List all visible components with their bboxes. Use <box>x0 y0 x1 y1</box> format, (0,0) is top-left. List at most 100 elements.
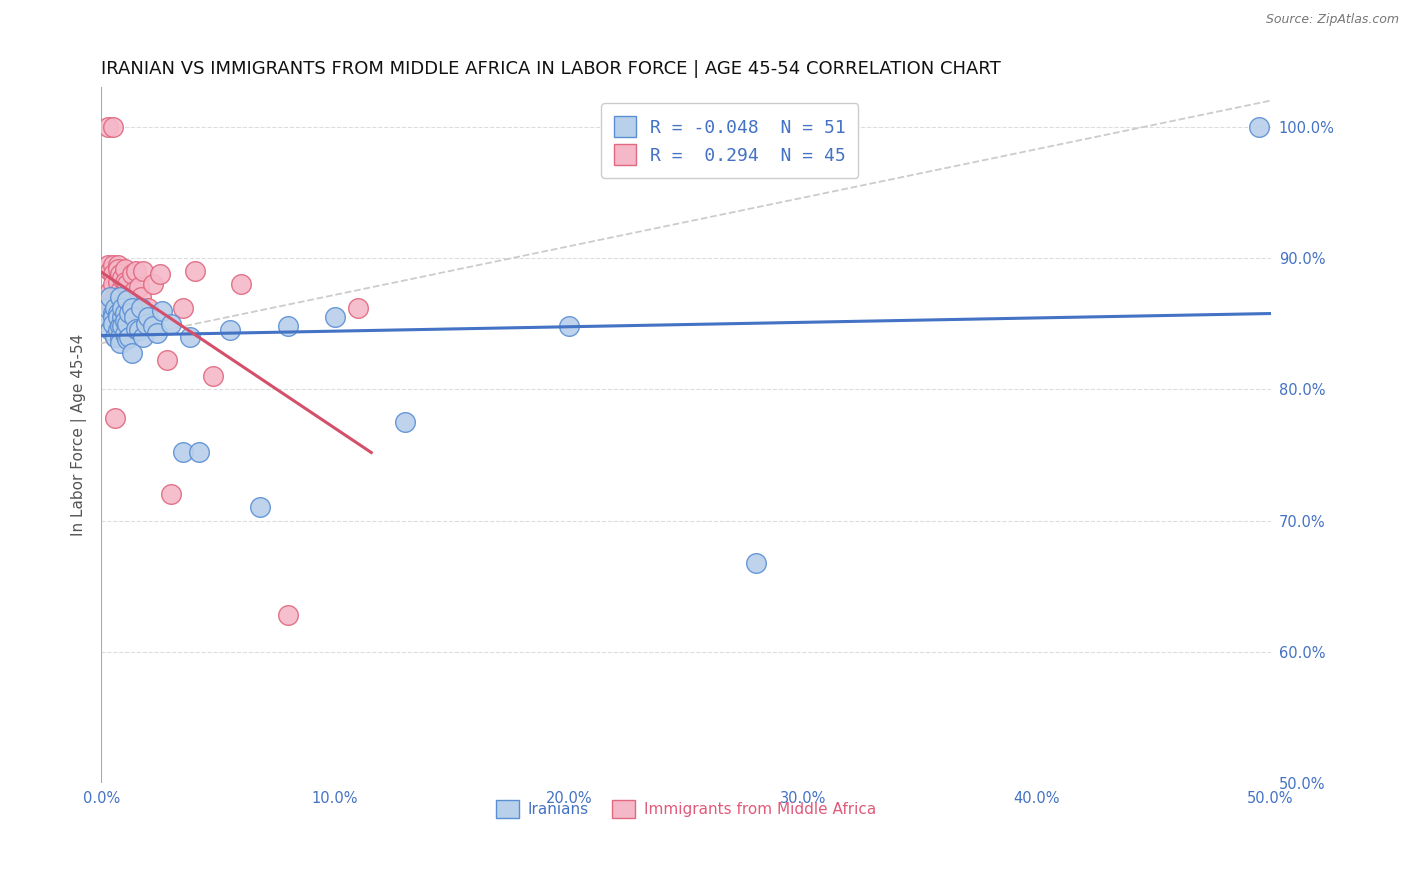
Point <box>1247 120 1270 134</box>
Point <box>111 301 134 315</box>
Point <box>108 336 131 351</box>
Point <box>323 310 346 325</box>
Point <box>160 487 183 501</box>
Point <box>94 297 117 311</box>
Point <box>111 270 134 285</box>
Point <box>277 319 299 334</box>
Point <box>249 500 271 515</box>
Point <box>108 267 131 281</box>
Point <box>179 330 201 344</box>
Point <box>150 303 173 318</box>
Point <box>136 310 159 325</box>
Point <box>142 277 165 292</box>
Point <box>107 323 129 337</box>
Point <box>277 608 299 623</box>
Point <box>135 317 157 331</box>
Point <box>111 319 134 334</box>
Point <box>156 353 179 368</box>
Point <box>101 267 124 281</box>
Point <box>218 323 240 337</box>
Point <box>100 284 122 298</box>
Text: Source: ZipAtlas.com: Source: ZipAtlas.com <box>1265 13 1399 27</box>
Point <box>104 330 127 344</box>
Point <box>101 317 124 331</box>
Point <box>104 290 127 304</box>
Point <box>115 333 138 347</box>
Point <box>97 120 120 134</box>
Point <box>118 330 141 344</box>
Point <box>745 556 768 570</box>
Point <box>104 301 127 315</box>
Point <box>132 330 155 344</box>
Point <box>107 310 129 325</box>
Point <box>114 306 136 320</box>
Point <box>118 306 141 320</box>
Point <box>142 319 165 334</box>
Point <box>94 310 117 325</box>
Point <box>172 445 194 459</box>
Point <box>558 319 581 334</box>
Point <box>107 261 129 276</box>
Point <box>108 330 131 344</box>
Point <box>104 301 127 315</box>
Point <box>118 290 141 304</box>
Text: IRANIAN VS IMMIGRANTS FROM MIDDLE AFRICA IN LABOR FORCE | AGE 45-54 CORRELATION : IRANIAN VS IMMIGRANTS FROM MIDDLE AFRICA… <box>101 60 1001 78</box>
Point <box>104 330 127 344</box>
Point <box>97 301 120 315</box>
Point <box>114 327 136 342</box>
Point <box>107 258 129 272</box>
Point <box>183 264 205 278</box>
Point <box>100 264 122 278</box>
Point <box>347 301 370 315</box>
Point <box>231 277 253 292</box>
Point <box>129 290 152 304</box>
Point <box>101 258 124 272</box>
Point <box>136 301 159 315</box>
Point <box>101 120 124 134</box>
Point <box>202 369 225 384</box>
Point <box>100 290 122 304</box>
Point <box>121 345 143 359</box>
Point <box>128 323 150 337</box>
Point <box>107 275 129 289</box>
Point <box>172 301 194 315</box>
Point <box>149 267 172 281</box>
Point <box>160 317 183 331</box>
Point <box>108 284 131 298</box>
Point <box>125 322 148 336</box>
Point <box>100 323 122 337</box>
Point <box>121 301 143 315</box>
Point <box>114 261 136 276</box>
Point <box>108 319 131 334</box>
Point <box>115 317 138 331</box>
Point <box>132 264 155 278</box>
Point <box>115 277 138 292</box>
Point <box>125 264 148 278</box>
Point <box>101 277 124 292</box>
Point <box>107 306 129 320</box>
Point <box>188 445 211 459</box>
Point <box>97 258 120 272</box>
Point <box>111 288 134 302</box>
Y-axis label: In Labor Force | Age 45-54: In Labor Force | Age 45-54 <box>72 334 87 536</box>
Point <box>114 275 136 289</box>
Legend: Iranians, Immigrants from Middle Africa: Iranians, Immigrants from Middle Africa <box>489 794 882 824</box>
Point <box>146 326 169 340</box>
Point <box>128 280 150 294</box>
Point <box>108 301 131 315</box>
Point <box>100 303 122 318</box>
Point <box>114 314 136 328</box>
Point <box>111 310 134 325</box>
Point <box>115 293 138 307</box>
Point <box>108 290 131 304</box>
Point <box>114 303 136 318</box>
Point <box>107 290 129 304</box>
Point <box>122 310 145 325</box>
Point <box>122 284 145 298</box>
Point <box>121 267 143 281</box>
Point <box>394 415 416 429</box>
Point <box>129 301 152 315</box>
Point <box>101 306 124 320</box>
Point <box>104 411 127 425</box>
Point <box>101 310 124 325</box>
